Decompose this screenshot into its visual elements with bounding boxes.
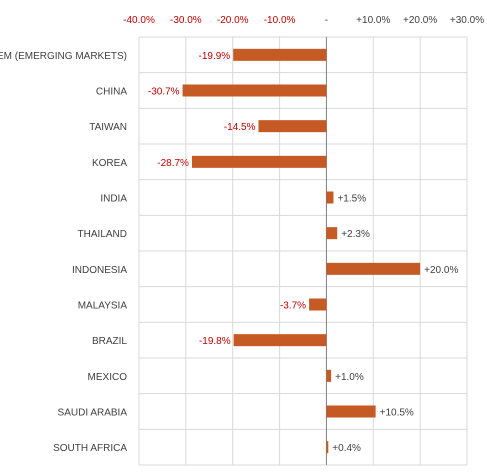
x-tick-label: - — [325, 15, 328, 26]
bar — [326, 405, 376, 418]
category-label: INDIA — [100, 194, 127, 205]
data-label: +2.3% — [341, 229, 370, 240]
category-label: SOUTH AFRICA — [53, 443, 127, 454]
bar — [309, 298, 327, 311]
category-label: THAILAND — [78, 229, 127, 240]
data-label: -19.8% — [199, 336, 231, 347]
data-label: +20.0% — [424, 265, 458, 276]
bar — [326, 441, 329, 454]
bar — [182, 84, 327, 97]
data-label: -30.7% — [148, 87, 180, 98]
category-label: SAUDI ARABIA — [58, 408, 128, 419]
category-label: MALAYSIA — [78, 301, 128, 312]
x-tick-label: -20.0% — [217, 15, 249, 26]
category-label: TAIWAN — [89, 122, 127, 133]
bar — [258, 120, 327, 133]
bar — [191, 155, 327, 168]
data-label: -19.9% — [198, 51, 230, 62]
category-label: KOREA — [92, 158, 127, 169]
data-label: +10.5% — [380, 408, 414, 419]
bar — [326, 262, 421, 275]
category-label: BRAZIL — [92, 336, 127, 347]
data-label: +1.0% — [335, 372, 364, 383]
data-label: +0.4% — [332, 443, 361, 454]
category-label: INDONESIA — [72, 265, 127, 276]
bar — [233, 48, 327, 61]
data-label: -28.7% — [157, 158, 189, 169]
data-label: +1.5% — [337, 194, 366, 205]
category-label: CHINA — [96, 87, 127, 98]
bar — [233, 334, 327, 347]
x-tick-label: +20.0% — [403, 15, 437, 26]
bar — [326, 369, 332, 382]
x-tick-label: +10.0% — [356, 15, 390, 26]
x-tick-label: -30.0% — [170, 15, 202, 26]
x-tick-label: -40.0% — [123, 15, 155, 26]
x-tick-label: -10.0% — [264, 15, 296, 26]
data-label: -14.5% — [224, 122, 256, 133]
bar — [326, 227, 338, 240]
x-tick-label: +30.0% — [450, 15, 484, 26]
bar — [326, 191, 334, 204]
category-label: MEXICO — [88, 372, 128, 383]
category-label: EM (EMERGING MARKETS) — [0, 51, 127, 62]
data-label: -3.7% — [280, 301, 306, 312]
